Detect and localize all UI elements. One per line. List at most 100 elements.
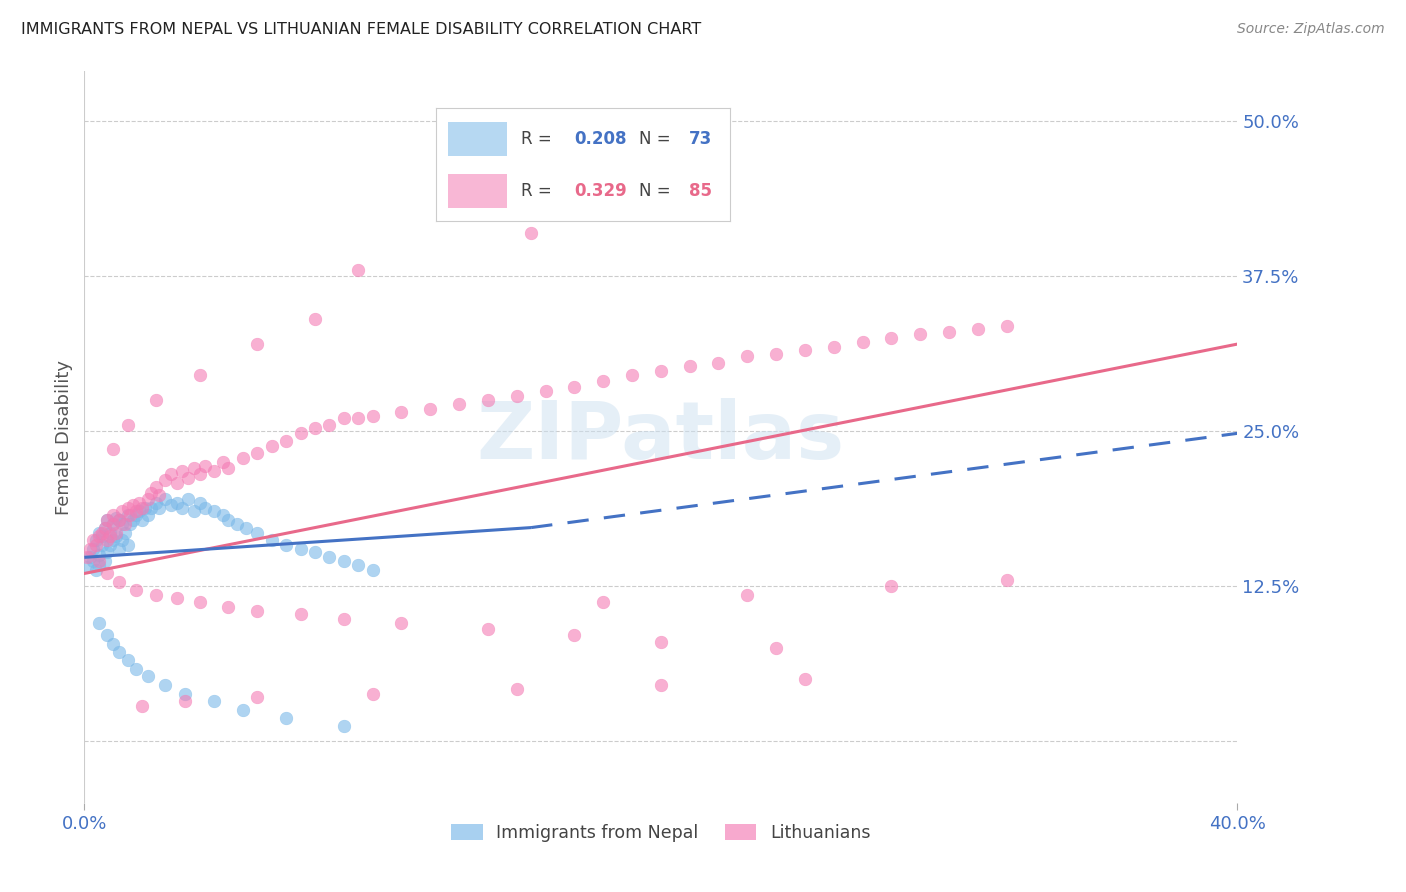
Point [246, 525, 269, 540]
Point [564, 380, 586, 394]
Point [153, 678, 176, 692]
Point [174, 687, 197, 701]
Point [145, 496, 167, 510]
Point [96, 628, 118, 642]
Point [87, 554, 110, 568]
Point [93, 520, 115, 534]
Point [145, 480, 167, 494]
Point [120, 516, 142, 531]
Point [111, 533, 134, 547]
Point [737, 588, 759, 602]
Point [246, 337, 269, 351]
Point [117, 500, 139, 515]
Point [194, 500, 217, 515]
Point [93, 554, 115, 568]
Point [122, 513, 145, 527]
Point [108, 575, 131, 590]
Point [93, 520, 115, 534]
Point [105, 510, 128, 524]
Text: Source: ZipAtlas.com: Source: ZipAtlas.com [1237, 22, 1385, 37]
Point [520, 226, 543, 240]
Point [246, 690, 269, 705]
Point [226, 516, 249, 531]
Point [128, 504, 150, 518]
Point [318, 417, 340, 432]
Point [139, 486, 162, 500]
Point [84, 563, 107, 577]
Point [880, 579, 903, 593]
Point [98, 529, 121, 543]
Point [131, 699, 153, 714]
Point [145, 392, 167, 407]
Point [90, 529, 112, 543]
Point [160, 498, 183, 512]
Point [82, 541, 104, 556]
Point [967, 322, 990, 336]
Point [153, 474, 176, 488]
Point [290, 607, 312, 622]
Point [347, 411, 370, 425]
Point [87, 525, 110, 540]
Point [145, 588, 167, 602]
Point [136, 491, 159, 506]
Point [361, 687, 384, 701]
Point [105, 529, 128, 543]
Point [125, 508, 148, 523]
Point [218, 461, 240, 475]
Point [276, 434, 298, 448]
Point [737, 350, 759, 364]
Point [103, 533, 124, 547]
Point [111, 504, 134, 518]
Point [122, 498, 145, 512]
Point [995, 573, 1018, 587]
Point [117, 417, 139, 432]
Point [125, 504, 148, 518]
Point [76, 560, 98, 574]
Point [823, 340, 845, 354]
Point [765, 347, 787, 361]
Point [188, 595, 211, 609]
Point [477, 622, 499, 636]
Point [202, 464, 225, 478]
Point [148, 488, 170, 502]
Point [679, 359, 702, 374]
Point [391, 615, 413, 630]
Point [166, 591, 188, 606]
Text: ZIPatlas: ZIPatlas [477, 398, 845, 476]
Point [276, 711, 298, 725]
Point [103, 516, 124, 531]
Point [621, 368, 644, 383]
Point [506, 681, 529, 696]
Point [134, 500, 156, 515]
Point [172, 500, 194, 515]
Point [84, 533, 107, 547]
Point [188, 496, 211, 510]
Point [202, 694, 225, 708]
Point [114, 516, 136, 531]
Point [188, 368, 211, 383]
Point [506, 389, 529, 403]
Point [87, 615, 110, 630]
Point [347, 262, 370, 277]
Point [76, 550, 98, 565]
Point [117, 653, 139, 667]
Point [194, 458, 217, 473]
Point [90, 525, 112, 540]
Point [114, 525, 136, 540]
Point [131, 513, 153, 527]
Point [534, 384, 557, 399]
Point [103, 516, 124, 531]
Point [333, 554, 356, 568]
Point [103, 508, 124, 523]
Point [361, 563, 384, 577]
Point [276, 538, 298, 552]
Point [177, 471, 200, 485]
Point [108, 541, 131, 556]
Point [592, 595, 614, 609]
Point [136, 669, 159, 683]
Point [98, 538, 121, 552]
Point [290, 541, 312, 556]
Point [136, 508, 159, 523]
Point [96, 513, 118, 527]
Point [333, 719, 356, 733]
